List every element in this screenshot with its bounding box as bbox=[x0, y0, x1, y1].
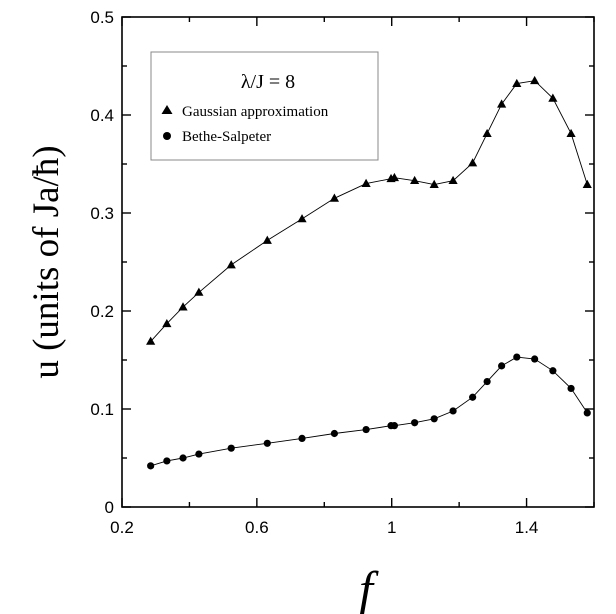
point-circle bbox=[163, 457, 171, 465]
series-line-2 bbox=[150, 356, 588, 467]
x-tick-label: 1.4 bbox=[515, 518, 539, 537]
point-triangle bbox=[297, 214, 307, 223]
x-tick-label: 1 bbox=[387, 518, 396, 537]
point-triangle bbox=[497, 99, 507, 108]
point-triangle bbox=[429, 179, 439, 188]
point-triangle bbox=[226, 260, 236, 269]
y-tick-label: 0.3 bbox=[90, 204, 114, 223]
point-circle bbox=[390, 422, 399, 430]
point-circle bbox=[583, 409, 591, 417]
point-triangle bbox=[530, 75, 540, 85]
point-triangle bbox=[146, 336, 156, 345]
series-layer bbox=[146, 75, 592, 470]
point-circle bbox=[531, 355, 539, 363]
point-triangle bbox=[410, 175, 420, 185]
x-tick-label: 0.2 bbox=[110, 518, 134, 537]
point-triangle bbox=[162, 318, 172, 328]
point-triangle bbox=[389, 172, 400, 182]
legend: λ/J = 8 Gaussian approximation Bethe-Sal… bbox=[150, 51, 379, 161]
point-circle bbox=[330, 429, 338, 438]
point-circle bbox=[469, 393, 477, 401]
legend-marker-triangle bbox=[161, 105, 173, 114]
point-triangle bbox=[548, 93, 558, 102]
point-circle bbox=[498, 362, 506, 370]
point-triangle bbox=[448, 175, 458, 185]
legend-box bbox=[150, 51, 379, 161]
y-tick-label: 0.4 bbox=[90, 106, 114, 125]
point-circle bbox=[298, 434, 306, 442]
y-axis-label: u (units of Ja/ħ) bbox=[26, 145, 67, 378]
point-triangle bbox=[262, 235, 272, 244]
legend-entry-gaussian: Gaussian approximation bbox=[182, 104, 329, 120]
y-tick-label: 0.2 bbox=[90, 302, 114, 321]
y-tick-label: 0.5 bbox=[90, 8, 114, 27]
series-line-1 bbox=[150, 80, 588, 342]
point-circle bbox=[513, 353, 521, 361]
point-circle bbox=[147, 462, 155, 470]
y-tick-label: 0.1 bbox=[90, 400, 114, 419]
point-triangle bbox=[582, 179, 592, 188]
point-circle bbox=[195, 450, 203, 458]
point-triangle bbox=[194, 287, 204, 296]
point-circle bbox=[549, 367, 557, 375]
point-triangle bbox=[566, 128, 576, 138]
tick-labels: 0 0.1 0.2 0.3 0.4 0.5 0.2 0.6 1 1.4 bbox=[90, 8, 538, 537]
point-circle bbox=[362, 425, 370, 434]
point-circle bbox=[483, 377, 491, 386]
x-axis-label: f bbox=[359, 561, 379, 614]
point-circle bbox=[263, 439, 271, 447]
point-circle bbox=[179, 454, 187, 462]
point-circle bbox=[411, 419, 419, 427]
point-triangle bbox=[512, 78, 522, 88]
axis-ticks bbox=[121, 16, 595, 508]
point-triangle bbox=[329, 193, 339, 202]
point-circle bbox=[430, 415, 438, 423]
legend-marker-circle bbox=[163, 132, 171, 140]
legend-entry-bethe: Bethe-Salpeter bbox=[182, 129, 271, 145]
point-circle bbox=[449, 407, 457, 415]
point-circle bbox=[227, 444, 235, 452]
point-triangle bbox=[178, 302, 188, 311]
point-triangle bbox=[361, 178, 371, 187]
legend-title: λ/J = 8 bbox=[241, 71, 295, 93]
point-triangle bbox=[468, 158, 478, 167]
y-tick-label: 0 bbox=[105, 498, 114, 517]
point-triangle bbox=[482, 128, 492, 138]
point-circle bbox=[567, 384, 575, 393]
x-tick-label: 0.6 bbox=[245, 518, 269, 537]
